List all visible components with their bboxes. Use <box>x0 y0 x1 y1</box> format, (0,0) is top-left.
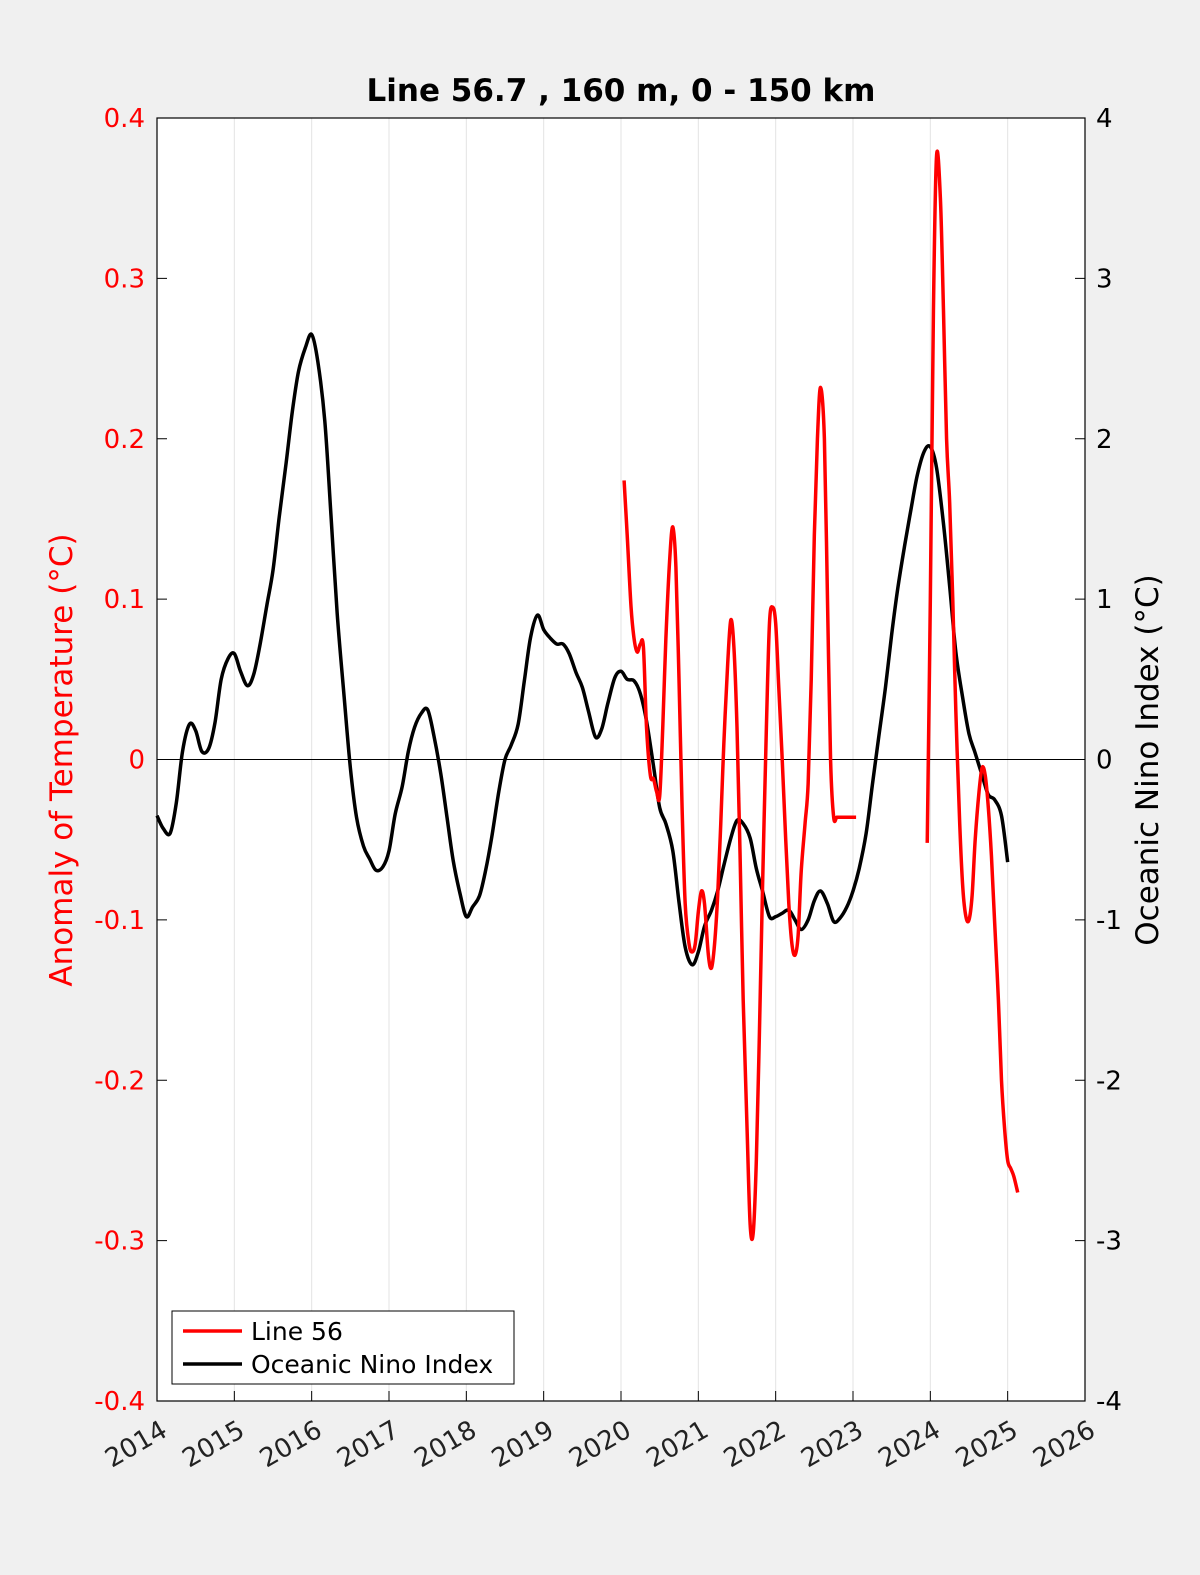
left-tick-label: 0.3 <box>104 264 145 294</box>
legend-label-line56: Line 56 <box>251 1317 343 1346</box>
left-tick-label: 0.1 <box>104 585 145 615</box>
right-tick-label: 0 <box>1096 746 1113 776</box>
left-axis-label: Anomaly of Temperature (°C) <box>44 533 80 986</box>
right-tick-label: -4 <box>1096 1387 1122 1417</box>
series-line-line56-segment-0 <box>622 385 857 1242</box>
left-tick-label: 0.2 <box>104 425 145 455</box>
right-tick-label: 2 <box>1096 425 1113 455</box>
left-tick-label: 0.4 <box>104 104 145 134</box>
right-tick-label: 4 <box>1096 104 1113 134</box>
right-tick-label: -3 <box>1096 1227 1122 1257</box>
legend-label-oni: Oceanic Nino Index <box>251 1350 493 1379</box>
series-line-line56-segment-1 <box>925 149 1020 1193</box>
left-tick-label: -0.1 <box>94 906 145 936</box>
chart-title: Line 56.7 , 160 m, 0 - 150 km <box>367 73 876 109</box>
legend: Line 56 Oceanic Nino Index <box>171 1310 515 1385</box>
right-tick-label: 1 <box>1096 585 1113 615</box>
series-layer <box>155 149 1020 1242</box>
left-tick-label: -0.2 <box>94 1066 145 1096</box>
right-tick-label: -1 <box>1096 906 1122 936</box>
left-tick-label: -0.3 <box>94 1227 145 1257</box>
left-tick-label: 0 <box>128 746 145 776</box>
right-tick-label: -2 <box>1096 1066 1122 1096</box>
left-tick-label: -0.4 <box>94 1387 145 1417</box>
right-axis-label: Oceanic Nino Index (°C) <box>1130 574 1166 945</box>
series-line-oceanic-nino-index <box>155 332 1010 967</box>
right-tick-label: 3 <box>1096 264 1113 294</box>
legend-box <box>171 1310 515 1385</box>
